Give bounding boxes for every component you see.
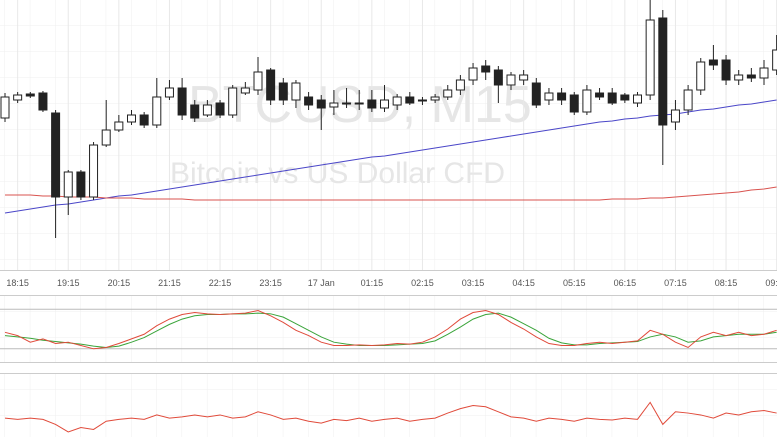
candle-body <box>291 82 301 101</box>
candle-body <box>304 96 314 106</box>
candle-body <box>253 71 263 91</box>
candle-body <box>607 92 617 104</box>
moving-average <box>5 186 777 201</box>
candle-body <box>127 114 136 123</box>
x-tick-label: 08:15 <box>715 278 738 288</box>
candle-body <box>25 93 35 97</box>
candle-body <box>772 49 777 71</box>
candle-body <box>734 74 744 81</box>
candle-body <box>670 109 680 123</box>
candle-body <box>316 99 326 109</box>
x-tick-label: 17 Jan <box>308 278 335 288</box>
candle-body <box>595 92 605 98</box>
candle-body <box>481 65 491 73</box>
candle-body <box>405 96 415 104</box>
candle-body <box>152 96 162 126</box>
x-tick-label: 06:15 <box>614 278 637 288</box>
candle-body <box>51 112 61 198</box>
x-tick-label: 18:15 <box>6 278 29 288</box>
candle-body <box>380 99 389 109</box>
candle-body <box>240 87 250 94</box>
candle-body <box>342 102 352 105</box>
stochastic-line <box>4 312 777 348</box>
candle-body <box>759 67 769 79</box>
candle-body <box>645 19 655 96</box>
candle-body <box>329 102 339 108</box>
x-tick-label: 01:15 <box>361 278 384 288</box>
x-tick-label: 07:15 <box>664 278 687 288</box>
candle-body <box>455 79 465 91</box>
candle-body <box>443 89 453 98</box>
candle-body <box>569 94 579 113</box>
watermark-title: BTCUSD, M15 <box>188 76 532 134</box>
candle-body <box>114 121 124 131</box>
x-tick-label: 22:15 <box>209 278 232 288</box>
candle-body <box>190 104 200 119</box>
candle-body <box>76 171 86 198</box>
x-tick-label: 20:15 <box>108 278 131 288</box>
candle-body <box>430 96 440 101</box>
x-tick-label: 04:15 <box>512 278 535 288</box>
oscillator-line <box>4 401 777 433</box>
candle-body <box>392 96 402 106</box>
candle-body <box>215 102 225 116</box>
candle-body <box>278 82 288 101</box>
candle-body <box>139 114 149 126</box>
candle-body <box>89 144 99 198</box>
candle-body <box>417 99 427 102</box>
candle-body <box>63 171 73 198</box>
candle-body <box>658 17 668 126</box>
osc-panel-grid <box>0 374 777 437</box>
candle-body <box>493 69 503 86</box>
candle-body <box>367 99 377 109</box>
candle-body <box>354 102 364 105</box>
x-tick-label: 05:15 <box>563 278 586 288</box>
candle-body <box>746 74 756 79</box>
candle-body <box>202 104 212 116</box>
candle-body <box>101 129 111 146</box>
candle-body <box>544 92 554 101</box>
moving-average <box>4 99 777 214</box>
candle-body <box>228 87 238 116</box>
candle-body <box>721 59 731 81</box>
x-tick-label: 19:15 <box>57 278 80 288</box>
candle-body <box>506 74 516 86</box>
candle-body <box>13 94 23 101</box>
x-tick-label: 02:15 <box>411 278 434 288</box>
candle-body <box>582 89 592 113</box>
candle-body <box>177 87 187 116</box>
candle-body <box>557 92 567 101</box>
candle-body <box>38 92 48 111</box>
candle-body <box>531 82 541 106</box>
candle-body <box>468 67 478 81</box>
candle-body <box>519 74 529 81</box>
x-tick-label: 03:15 <box>462 278 485 288</box>
x-tick-label: 09:15 <box>765 278 777 288</box>
candle-body <box>696 61 706 91</box>
candle-body <box>164 87 174 98</box>
candle-body <box>266 69 276 101</box>
candle-body <box>633 94 642 104</box>
candle-body <box>683 89 693 111</box>
candle-body <box>708 59 718 66</box>
x-tick-label: 23:15 <box>259 278 282 288</box>
stoch-panel-grid <box>0 296 777 362</box>
candle-body <box>0 96 10 119</box>
candle-body <box>620 94 630 101</box>
stochastic-line <box>4 309 777 350</box>
x-tick-label: 21:15 <box>158 278 181 288</box>
